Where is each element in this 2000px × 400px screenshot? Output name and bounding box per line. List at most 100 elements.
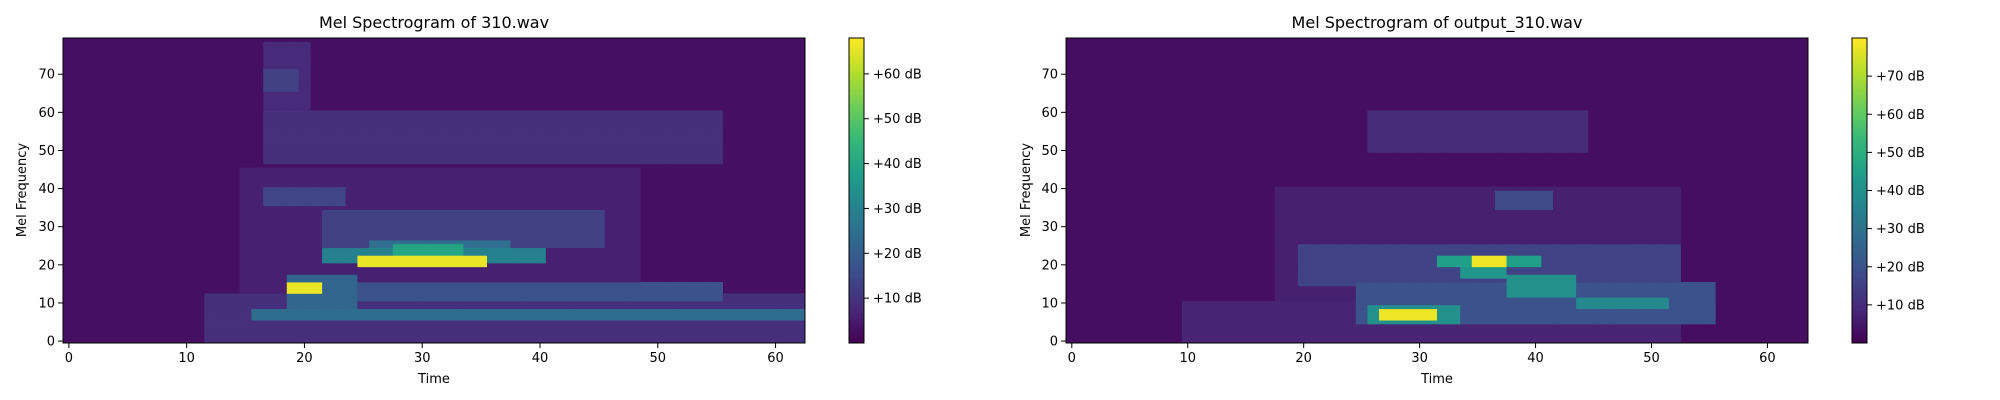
heatmap-cell <box>604 312 617 317</box>
heatmap-cell <box>581 270 594 275</box>
heatmap-cell <box>286 289 299 294</box>
heatmap-cell <box>734 304 747 310</box>
heatmap-cell <box>404 182 417 188</box>
x-tick-label: 40 <box>532 351 549 366</box>
heatmap-cell <box>522 125 535 130</box>
heatmap-cell <box>298 335 311 340</box>
heatmap-cell <box>310 236 323 241</box>
heatmap-cell <box>239 201 252 207</box>
heatmap-cell <box>1483 297 1496 302</box>
heatmap-cell <box>1680 320 1693 325</box>
colorbar-segment <box>1852 236 1867 240</box>
heatmap-cell <box>1344 198 1357 203</box>
heatmap-cell <box>1425 186 1438 191</box>
heatmap-cell <box>1379 144 1392 149</box>
heatmap-cell <box>487 175 500 180</box>
heatmap-cell <box>1506 201 1519 207</box>
heatmap-cell <box>1413 190 1426 195</box>
heatmap-cell <box>1552 140 1565 146</box>
heatmap-cell <box>310 266 323 271</box>
heatmap-cell <box>263 118 276 123</box>
heatmap-cell <box>663 160 676 165</box>
heatmap-cell <box>1402 110 1415 115</box>
heatmap-cell <box>392 221 405 226</box>
heatmap-cell <box>416 335 429 340</box>
heatmap-cell <box>1460 282 1473 287</box>
heatmap-cell <box>1402 118 1415 123</box>
heatmap-cell <box>298 182 311 188</box>
heatmap-cell <box>357 148 370 153</box>
heatmap-cell <box>1610 266 1623 271</box>
heatmap-cell <box>451 160 464 165</box>
heatmap-cell <box>298 221 311 226</box>
heatmap-cell <box>687 293 700 298</box>
heatmap-cell <box>534 152 547 157</box>
heatmap-cell <box>428 213 441 218</box>
heatmap-cell <box>251 320 264 325</box>
heatmap-cell <box>1379 293 1392 298</box>
heatmap-cell <box>616 114 629 119</box>
heatmap-cell <box>1228 335 1241 340</box>
colorbar-segment <box>1852 121 1867 125</box>
heatmap-cell <box>616 278 629 283</box>
heatmap-cell <box>381 285 394 291</box>
heatmap-cell <box>569 137 582 142</box>
heatmap-cell <box>1448 217 1461 222</box>
heatmap-cell <box>569 129 582 134</box>
heatmap-cell <box>392 156 405 161</box>
heatmap-cell <box>1634 194 1647 199</box>
heatmap-cell <box>416 221 429 226</box>
heatmap-cell <box>604 304 617 310</box>
colorbar-segment <box>849 266 864 270</box>
heatmap-cell <box>581 232 594 237</box>
heatmap-cell <box>381 209 394 214</box>
heatmap-cell <box>487 182 500 188</box>
heatmap-cell <box>1599 266 1612 271</box>
heatmap-cell <box>275 186 288 191</box>
heatmap-cell <box>757 304 771 310</box>
heatmap-cell <box>310 293 323 298</box>
heatmap-cell <box>1274 221 1287 226</box>
heatmap-cell <box>1448 312 1461 317</box>
x-tick-label: 30 <box>414 351 431 366</box>
heatmap-cell <box>263 228 276 233</box>
heatmap-cell <box>439 339 453 344</box>
heatmap-cell <box>1355 205 1368 210</box>
heatmap-cell <box>239 278 252 283</box>
heatmap-cell <box>416 160 429 165</box>
heatmap-cell <box>1286 194 1299 199</box>
heatmap-cell <box>381 156 394 161</box>
heatmap-cell <box>604 125 617 130</box>
heatmap-cell <box>1587 236 1600 241</box>
heatmap-cell <box>1610 198 1623 203</box>
heatmap-cell <box>1390 289 1403 294</box>
heatmap-cell <box>1297 308 1310 313</box>
heatmap-cell <box>1471 194 1484 199</box>
heatmap-cell <box>510 190 523 195</box>
heatmap-cell <box>1332 251 1345 256</box>
heatmap-cell <box>475 266 488 271</box>
heatmap-cell <box>581 114 594 119</box>
heatmap-cell <box>310 232 323 237</box>
heatmap-cell <box>1460 114 1473 119</box>
heatmap-cell <box>263 282 276 287</box>
heatmap-cell <box>275 160 288 165</box>
heatmap-cell <box>1564 262 1577 268</box>
heatmap-cell <box>687 152 700 157</box>
heatmap-cell <box>439 335 453 340</box>
heatmap-cell <box>428 114 441 119</box>
heatmap-cell <box>569 175 582 180</box>
heatmap-cell <box>310 186 323 191</box>
heatmap-cell <box>1437 125 1449 130</box>
heatmap-cell <box>616 308 629 313</box>
heatmap-cell <box>1390 304 1403 310</box>
heatmap-cell <box>1668 316 1681 321</box>
heatmap-cell <box>381 121 394 127</box>
heatmap-cell <box>498 266 511 271</box>
heatmap-cell <box>381 129 394 134</box>
heatmap-cell <box>475 156 488 161</box>
heatmap-cell <box>581 236 594 241</box>
heatmap-cell <box>1668 320 1681 325</box>
heatmap-cell <box>1402 289 1415 294</box>
heatmap-cell <box>1286 236 1299 241</box>
